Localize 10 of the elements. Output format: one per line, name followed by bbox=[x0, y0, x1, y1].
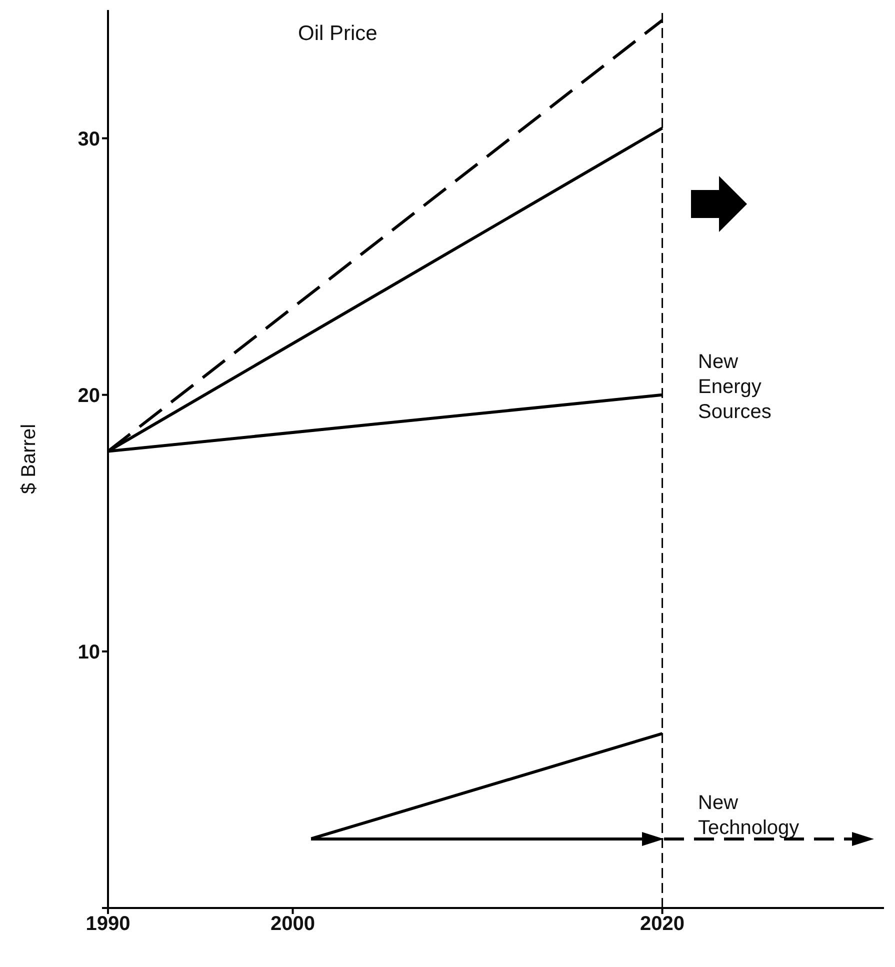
y-axis-title: $ Barrel bbox=[18, 424, 40, 494]
x-tick-label: 1990 bbox=[86, 913, 130, 936]
annotation: New Technology bbox=[698, 791, 800, 841]
y-tick-label: 10 bbox=[78, 642, 100, 664]
text: Oil Price bbox=[298, 22, 378, 46]
x-tick-label: 2020 bbox=[640, 913, 685, 936]
y-tick-label: 30 bbox=[78, 128, 100, 150]
annotation: New Energy Sources bbox=[698, 350, 772, 425]
x-tick-label: 2000 bbox=[270, 913, 316, 936]
y-tick-label: 20 bbox=[78, 384, 100, 407]
